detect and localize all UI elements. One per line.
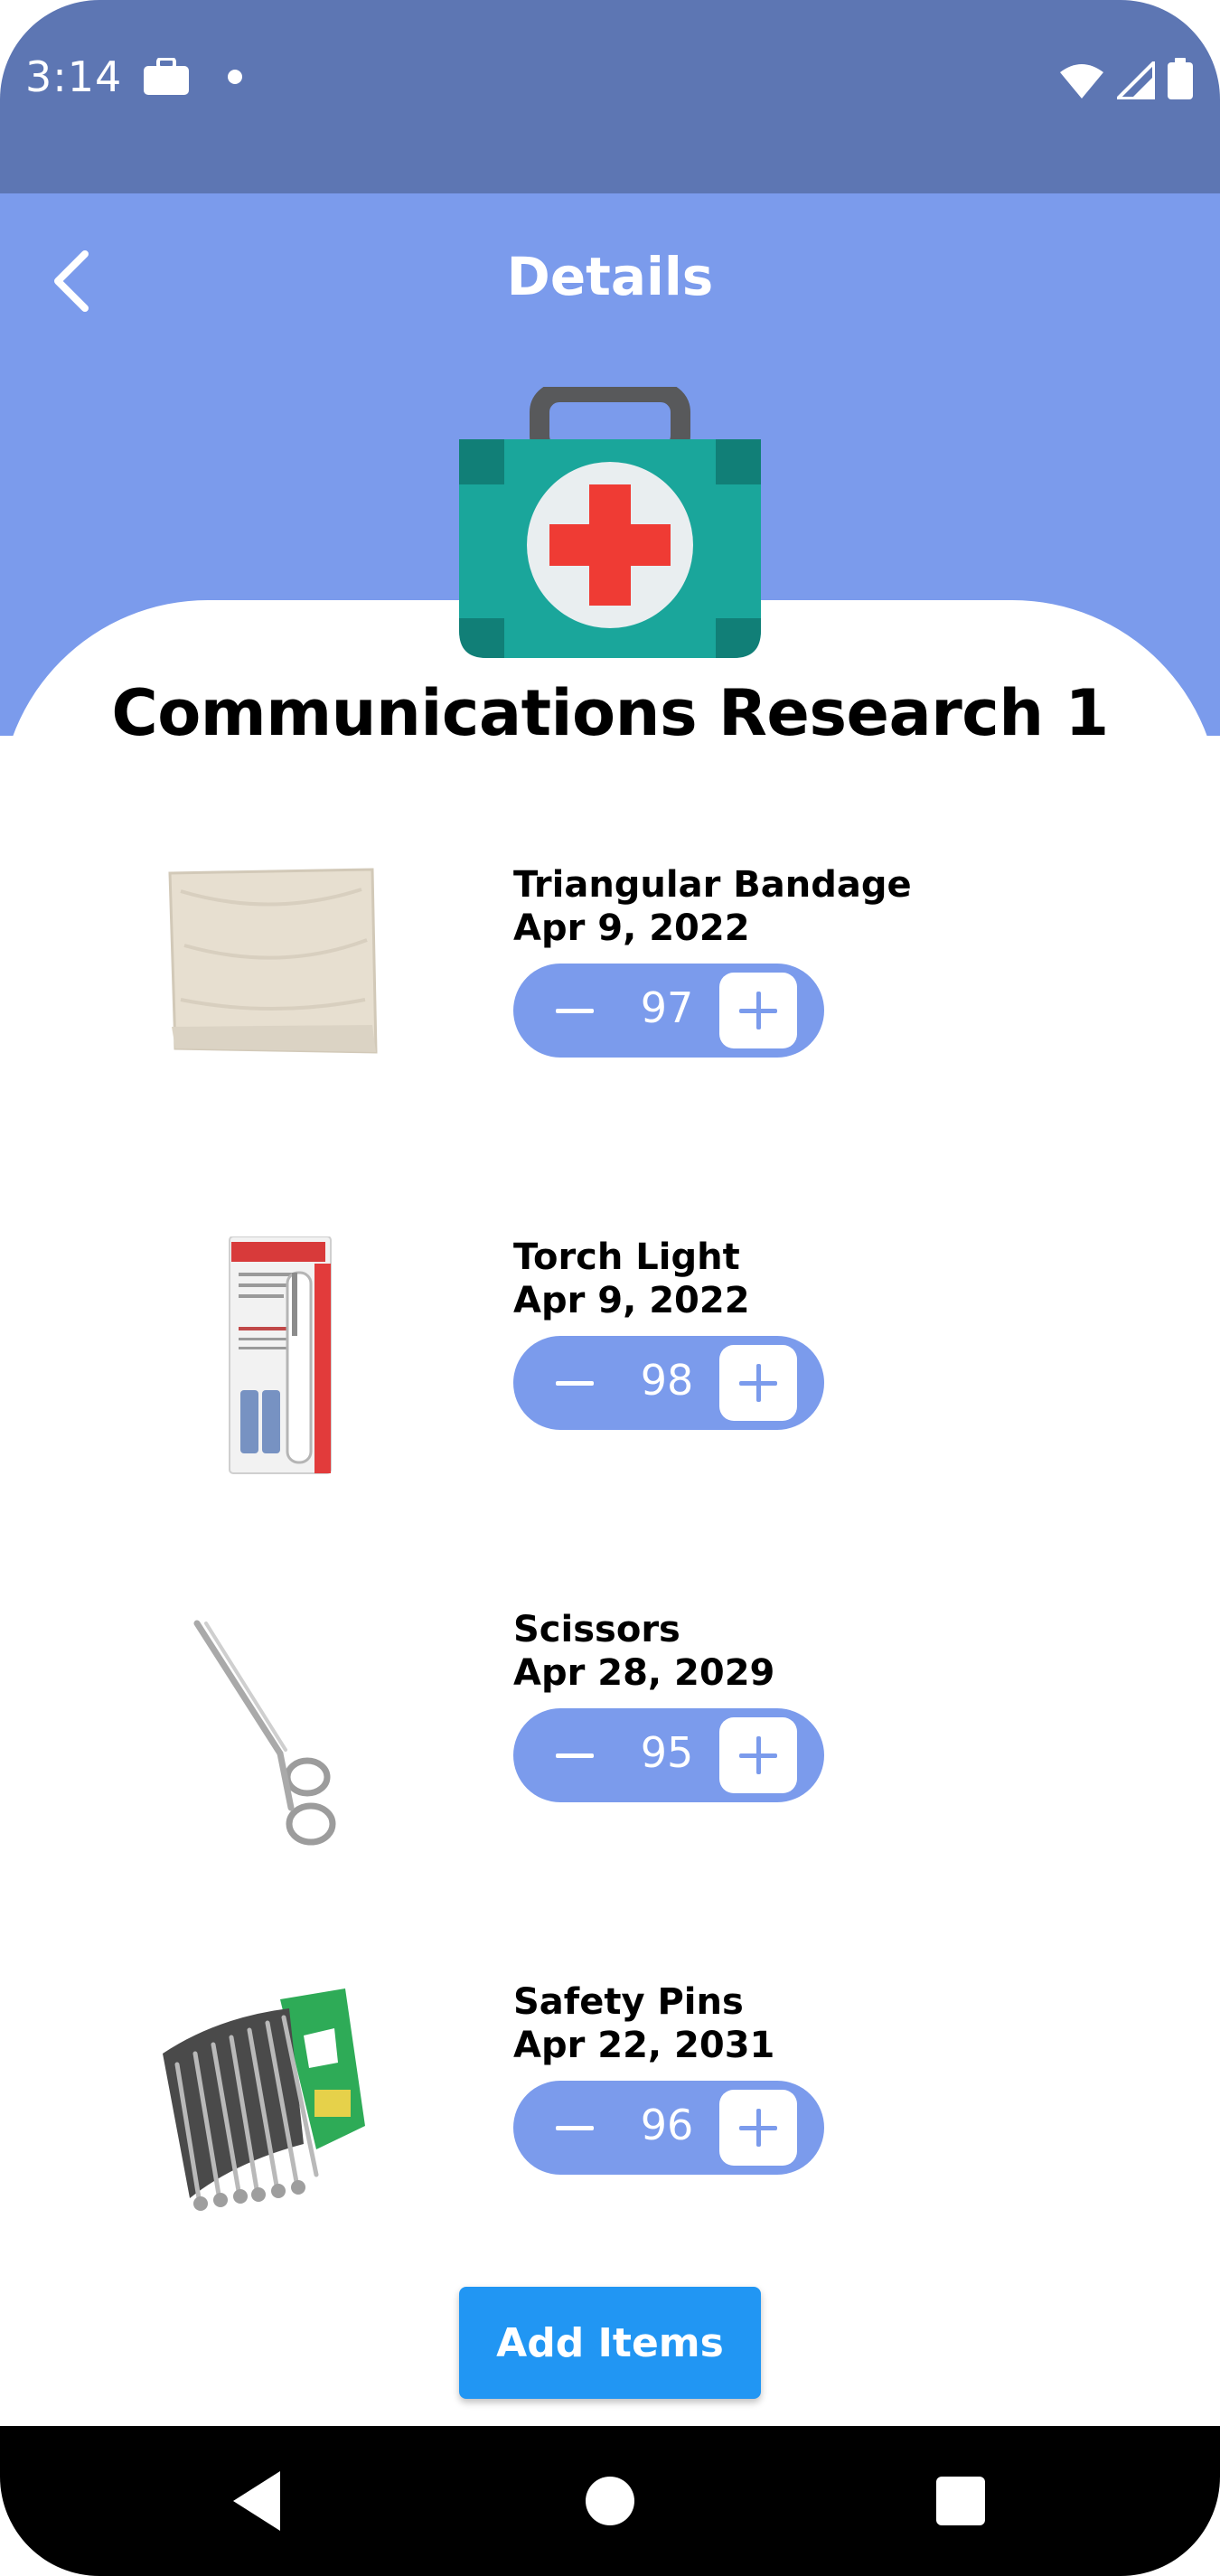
list-item: Safety Pins Apr 22, 2031 96 [0,1981,1220,2252]
nav-back-icon[interactable] [230,2469,284,2533]
status-time: 3:14 [25,52,123,101]
item-date: Apr 22, 2031 [513,2025,775,2066]
item-date: Apr 28, 2029 [513,1652,775,1694]
status-bar: 3:14 [0,0,1220,193]
quantity-value: 95 [640,1728,694,1777]
item-date: Apr 9, 2022 [513,907,750,949]
increment-button[interactable] [719,973,797,1048]
list-item: Torch Light Apr 9, 2022 98 [0,1236,1220,1508]
kit-title: Communications Research 1 [111,676,1109,750]
nav-recent-apps-icon[interactable] [936,2477,985,2525]
minus-icon [556,1753,594,1758]
navigation-bar [0,2426,1220,2576]
bandage-image [168,868,378,1054]
page-title: Details [506,246,714,307]
quantity-stepper: 98 [513,1336,824,1430]
chevron-left-icon [54,250,89,312]
back-button[interactable] [40,240,103,322]
status-icons [1059,54,1193,99]
increment-button[interactable] [719,2090,797,2166]
first-aid-kit-icon [459,387,761,658]
quantity-value: 96 [640,2101,694,2149]
decrement-button[interactable] [549,1737,600,1773]
decrement-button[interactable] [549,1365,600,1401]
minus-icon [556,2125,594,2130]
battery-icon [1168,58,1193,99]
quantity-value: 98 [640,1356,694,1405]
torch-light-image [229,1236,332,1474]
quantity-stepper: 95 [513,1708,824,1802]
notification-dot-icon [228,70,242,84]
increment-button[interactable] [719,1345,797,1421]
nav-home-icon[interactable] [586,2477,634,2525]
signal-icon [1117,61,1155,99]
decrement-button[interactable] [549,992,600,1029]
increment-button[interactable] [719,1717,797,1793]
add-items-button[interactable]: Add Items [459,2287,761,2399]
quantity-stepper: 97 [513,964,824,1058]
list-item: Scissors Apr 28, 2029 95 [0,1609,1220,1880]
list-item: Triangular Bandage Apr 9, 2022 97 [0,864,1220,1135]
quantity-stepper: 96 [513,2081,824,2175]
item-name: Torch Light [513,1236,740,1278]
item-name: Triangular Bandage [513,864,912,906]
minus-icon [556,1380,594,1386]
item-date: Apr 9, 2022 [513,1280,750,1321]
quantity-value: 97 [640,983,694,1032]
scissors-image [193,1620,336,1846]
wifi-icon [1060,64,1103,99]
minus-icon [556,1008,594,1013]
decrement-button[interactable] [549,2110,600,2146]
item-name: Safety Pins [513,1981,744,2023]
briefcase-icon [144,58,189,95]
item-name: Scissors [513,1609,680,1650]
safety-pins-image [163,1988,365,2211]
